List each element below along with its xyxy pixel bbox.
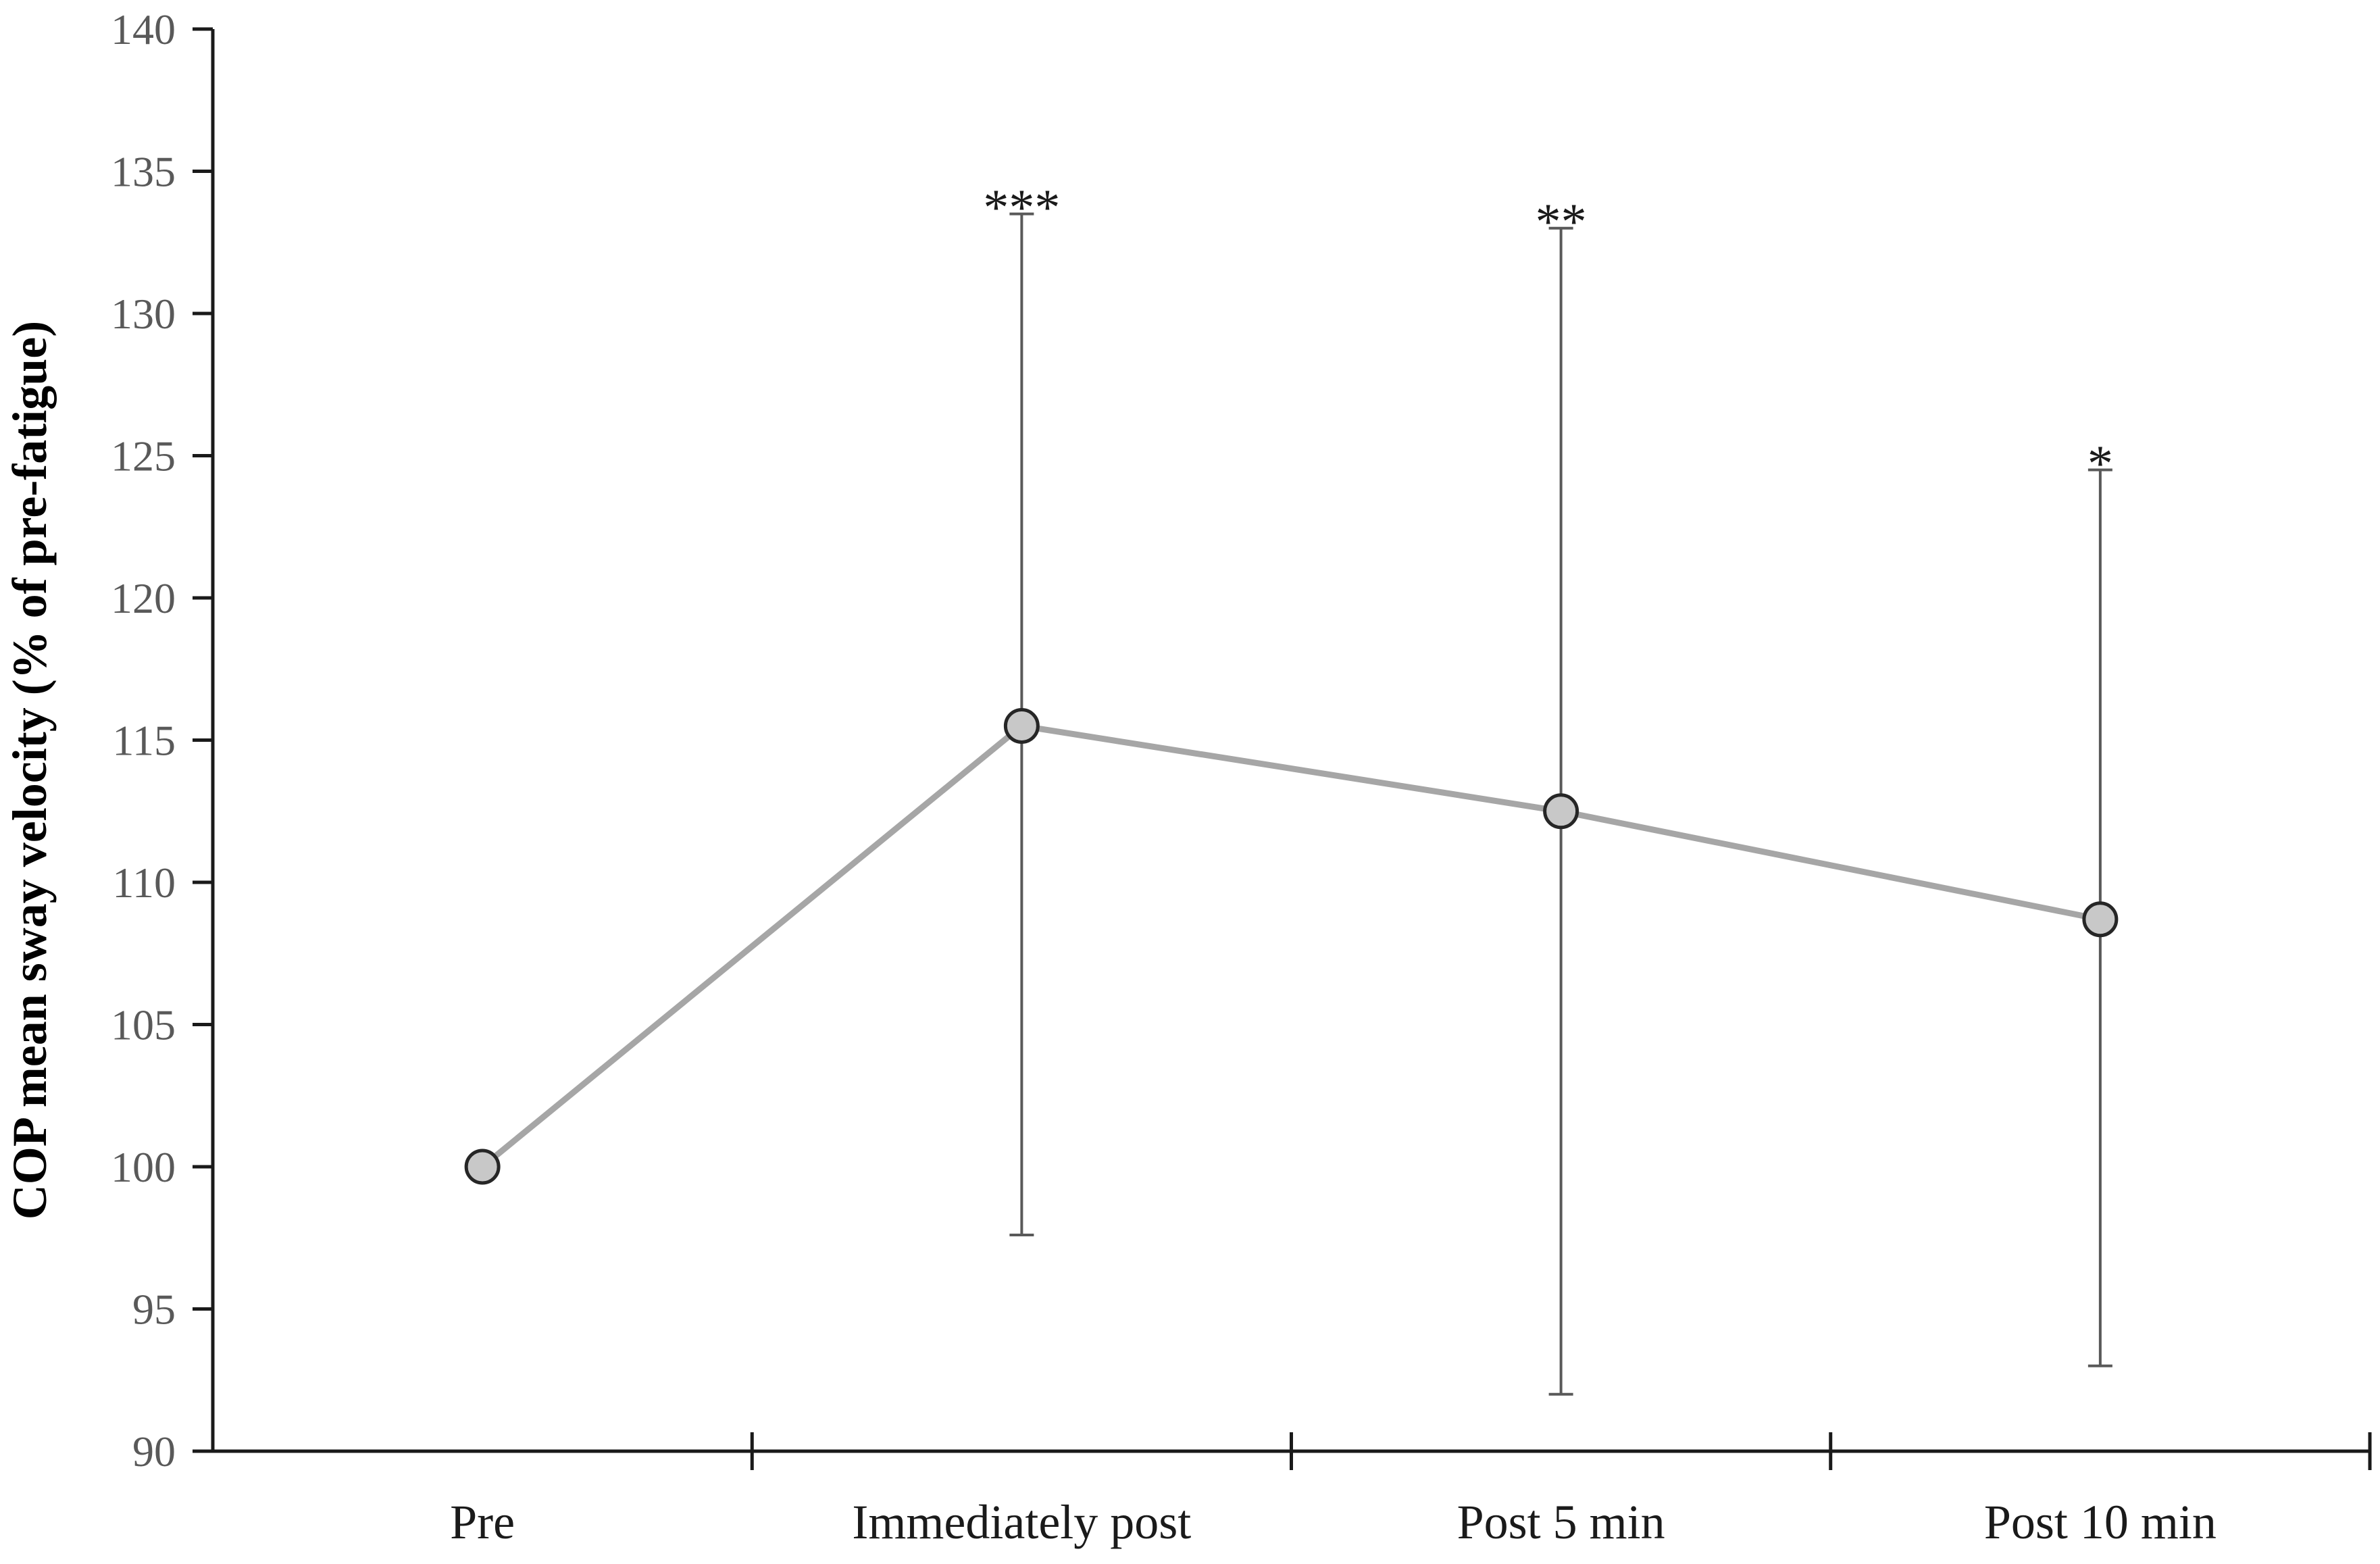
data-point (1003, 707, 1040, 744)
y-tick-label: 90 (132, 1428, 176, 1475)
y-tick-label: 110 (112, 859, 176, 907)
x-tick-label: Post 5 min (1457, 1495, 1665, 1549)
y-tick-label: 130 (111, 290, 176, 338)
y-tick-label: 100 (111, 1143, 176, 1191)
y-tick-label: 140 (111, 5, 176, 53)
y-tick-label: 105 (111, 1001, 176, 1049)
y-tick-label: 115 (112, 717, 176, 765)
y-axis-label: COP mean sway velocity (% of pre-fatigue… (3, 321, 57, 1219)
series-line (480, 722, 2101, 1169)
significance-labels: *** *** (983, 180, 2113, 493)
y-tick-label: 120 (111, 574, 176, 622)
data-point (2082, 901, 2119, 938)
x-tick-label: Post 10 min (1984, 1495, 2217, 1549)
x-tick-label: Immediately post (852, 1495, 1191, 1549)
series-polyline (480, 722, 2101, 1169)
significance-label: *** (983, 180, 1060, 236)
x-axis: Pre Immediately post Post 5 min Post 10 min (213, 1432, 2372, 1549)
significance-label: * (2087, 436, 2113, 493)
data-point (464, 1149, 501, 1185)
y-tick-label: 135 (111, 148, 176, 196)
data-points (464, 707, 2119, 1185)
y-tick-label: 95 (132, 1286, 176, 1334)
y-tick-label: 125 (111, 432, 176, 480)
data-point (1543, 793, 1579, 830)
y-axis: 90 95 100 105 110 115 120 125 130 135 140 (111, 5, 215, 1475)
x-tick-label: Pre (450, 1495, 515, 1549)
significance-label: ** (1536, 194, 1587, 251)
